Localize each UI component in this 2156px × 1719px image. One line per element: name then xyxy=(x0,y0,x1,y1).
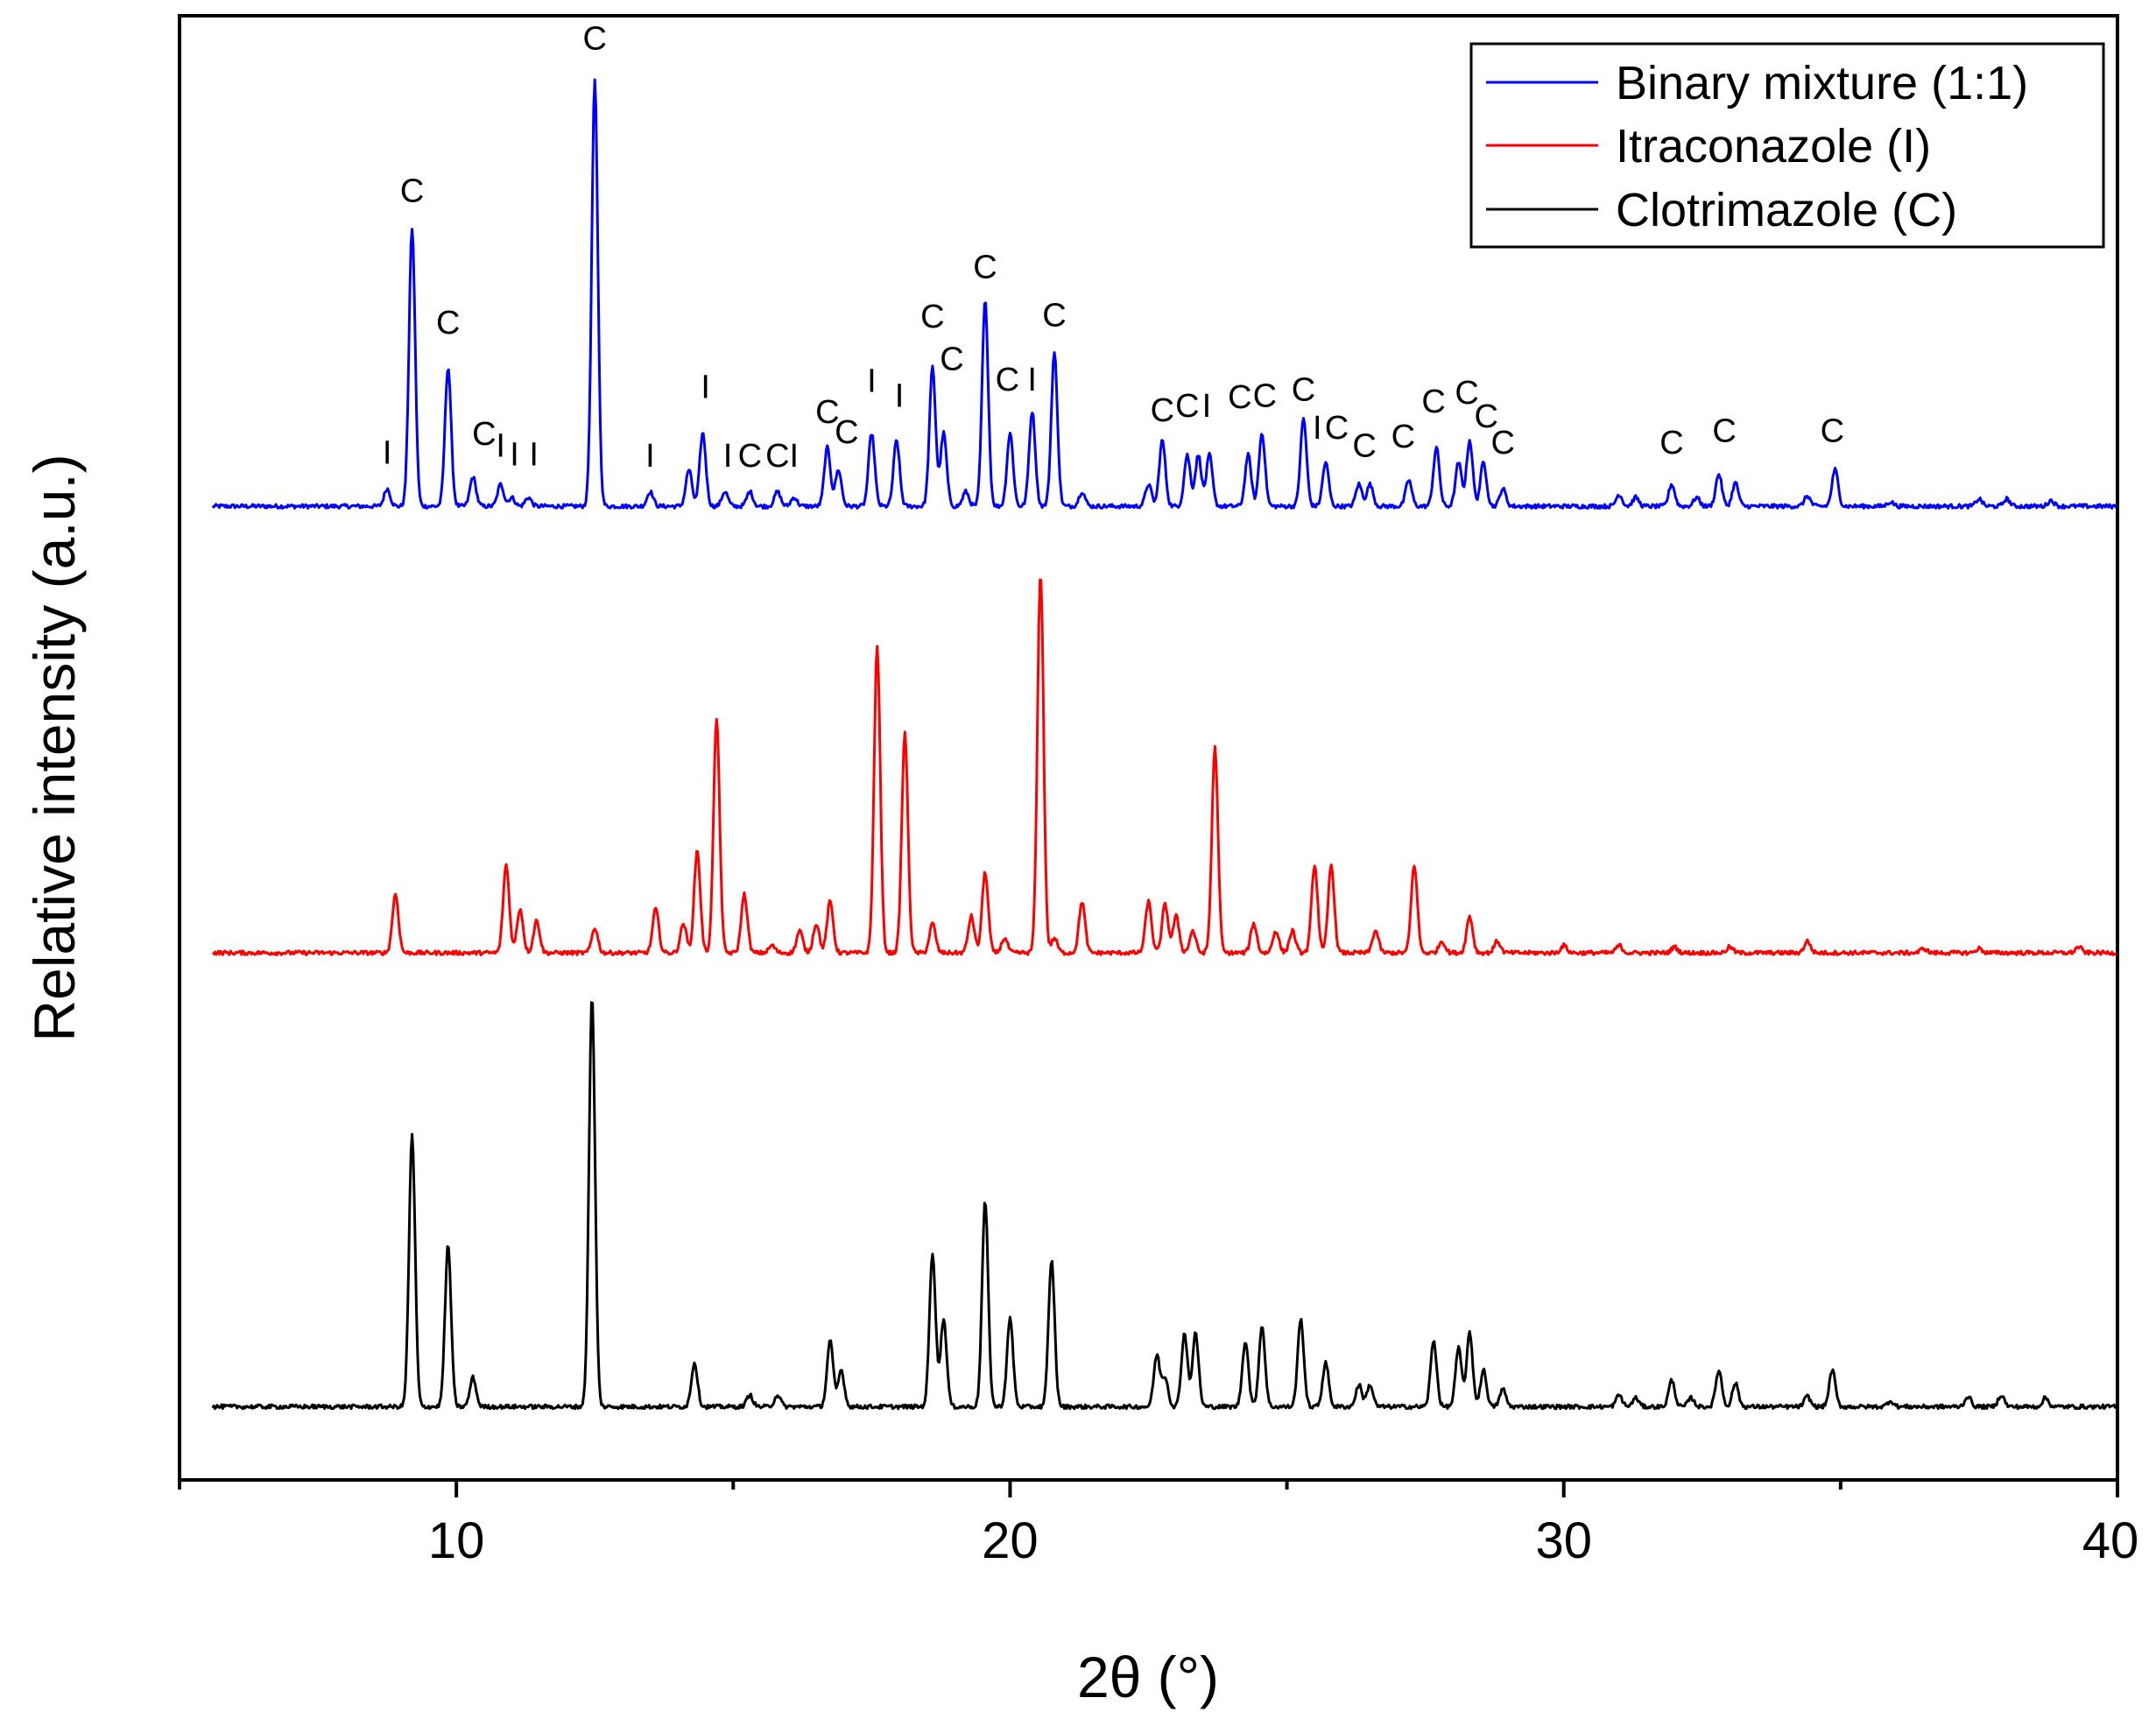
peak-label-17: I xyxy=(895,377,905,414)
peak-label-6: I xyxy=(529,436,539,473)
peak-label-34: C xyxy=(1421,384,1445,420)
series-group xyxy=(211,78,2118,1411)
peak-label-3: C xyxy=(472,416,496,453)
peak-label-10: I xyxy=(723,438,733,475)
peak-label-26: I xyxy=(1202,388,1212,425)
peak-label-38: C xyxy=(1659,425,1683,461)
peak-label-19: C xyxy=(940,342,963,378)
legend-label-itraconazole: Itraconazole (I) xyxy=(1616,120,1931,173)
peak-label-33: C xyxy=(1392,419,1415,455)
peak-label-40: C xyxy=(1821,413,1844,450)
legend: Binary mixture (1:1) Itraconazole (I) Cl… xyxy=(1469,42,2105,249)
legend-label-clotrimazole: Clotrimazole (C) xyxy=(1616,184,1957,236)
peak-label-36: C xyxy=(1474,398,1497,435)
y-axis-title: Relative intensity (a.u.) xyxy=(22,454,87,1041)
peak-label-32: C xyxy=(1352,427,1376,464)
peak-label-13: I xyxy=(790,438,800,475)
series-line-0 xyxy=(211,78,2117,510)
peak-label-1: C xyxy=(400,173,424,209)
peak-label-0: I xyxy=(383,435,392,472)
peak-label-37: C xyxy=(1490,425,1514,461)
peak-label-27: C xyxy=(1228,379,1251,416)
peak-label-24: C xyxy=(1151,392,1174,429)
x-axis: 10 20 30 40 xyxy=(178,1480,2139,1569)
x-axis-title: 2θ (°) xyxy=(1077,1645,1219,1709)
peak-label-7: C xyxy=(582,21,606,58)
peak-label-20: C xyxy=(973,249,997,285)
peak-label-14: C xyxy=(815,394,839,431)
peak-label-4: I xyxy=(496,427,505,464)
peak-label-9: I xyxy=(701,369,710,405)
legend-label-binary: Binary mixture (1:1) xyxy=(1616,57,2028,109)
peak-label-18: C xyxy=(920,299,944,335)
plot-frame xyxy=(178,14,2119,1482)
peak-label-39: C xyxy=(1712,413,1736,450)
peak-label-31: C xyxy=(1325,410,1349,447)
peak-label-15: C xyxy=(835,414,858,451)
x-tick-label-30: 30 xyxy=(1535,1512,1592,1569)
series-line-1 xyxy=(212,578,2117,956)
x-tick-label-10: 10 xyxy=(428,1512,485,1569)
peak-label-30: I xyxy=(1313,410,1322,447)
series-line-2 xyxy=(211,1001,2118,1411)
peak-label-21: C xyxy=(996,362,1019,398)
peak-label-12: C xyxy=(765,438,789,475)
peak-label-8: I xyxy=(645,438,655,475)
peak-label-2: C xyxy=(436,305,460,342)
x-tick-label-40: 40 xyxy=(2082,1512,2139,1569)
peak-label-35: C xyxy=(1455,375,1478,412)
peak-label-28: C xyxy=(1253,377,1277,414)
x-tick-label-20: 20 xyxy=(982,1512,1039,1569)
peak-label-23: C xyxy=(1042,298,1066,335)
peak-label-29: C xyxy=(1292,372,1315,409)
peak-label-25: C xyxy=(1175,388,1199,425)
peak-label-11: C xyxy=(738,438,762,475)
peak-label-5: I xyxy=(510,436,519,473)
peak-label-16: I xyxy=(867,363,877,400)
peak-label-22: I xyxy=(1027,362,1037,398)
